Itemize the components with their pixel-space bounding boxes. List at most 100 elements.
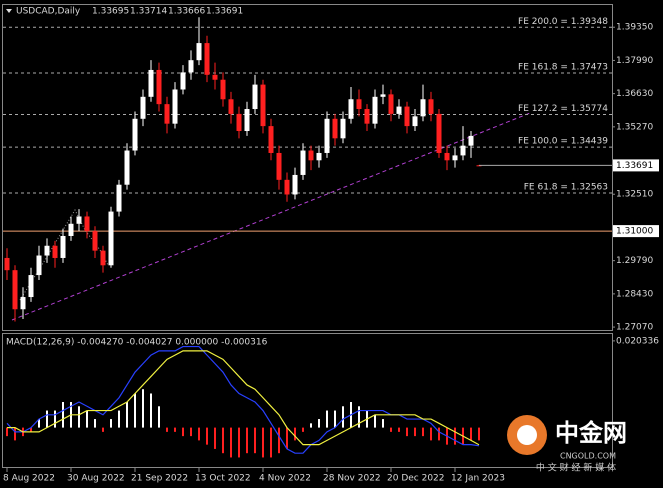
candle-body [156,69,162,105]
candle-body [164,104,170,124]
candle-body [252,84,258,110]
candle-body [244,109,250,131]
x-tick-label: 30 Aug 2022 [67,474,125,484]
ohlc-high: 1.33714 [130,7,167,17]
candle-body [36,255,42,276]
histogram-bar [262,427,264,458]
macd-panel-frame [2,333,613,468]
candle-body [308,150,314,161]
histogram-bar [470,427,472,441]
histogram-bar [326,410,328,428]
candle-body [60,235,66,258]
candle-body [28,275,34,298]
histogram-bar [118,410,120,428]
histogram-bar [406,427,408,437]
x-tick-label: 21 Sep 2022 [131,474,188,484]
histogram-bar [270,427,272,458]
x-tick-label: 8 Aug 2022 [3,474,55,484]
logo-inner [517,425,537,445]
histogram-bar [246,427,248,454]
fe-level-label: FE 200.0 = 1.39348 [518,17,608,27]
histogram-bar [134,393,136,428]
candle-body [276,152,282,180]
y-tick-label: 1.32510 [616,190,653,200]
histogram-bar [310,423,312,428]
histogram-bar [438,427,440,441]
x-tick-label: 20 Dec 2022 [387,474,445,484]
indicator-line [6,345,480,454]
histogram-bar [174,427,176,432]
main-panel-frame [2,4,613,331]
y-tick-label: 1.35270 [616,122,653,132]
histogram-bar [342,406,344,428]
candle-body [116,184,122,212]
candle-body [348,99,354,119]
histogram-bar [14,427,16,441]
current-price-badge [613,159,659,172]
candle-body [52,245,58,258]
histogram-bar [166,427,168,432]
histogram-bar [398,427,400,432]
histogram-bar [182,427,184,437]
candle-body [444,152,450,161]
y-tick-label: 0.020336 [616,336,659,346]
candle-body [372,96,378,124]
histogram-bar [422,427,424,437]
candle-body [212,74,218,80]
candle-body [340,118,346,139]
histogram-bar [302,427,304,432]
candle-body [260,84,266,127]
candle-body [324,118,330,153]
candle-body [92,231,98,251]
histogram-bar [78,406,80,428]
candle-body [172,89,178,124]
candle-body [100,250,106,266]
histogram-bar [358,406,360,428]
candle-body [468,135,474,146]
chart-title: USDCAD,Daily [16,7,81,17]
candle-body [364,109,370,124]
x-tick-label: 13 Oct 2022 [195,474,251,484]
candle-body [140,96,146,119]
histogram-bar [46,410,48,428]
y-tick-label: 1.29790 [616,256,653,266]
candle-body [356,99,362,110]
candle-body [12,270,18,310]
candle-body [452,155,458,161]
histogram-bar [206,427,208,445]
candle-body [236,113,242,131]
menu-arrow [6,9,12,13]
candle-body [44,245,50,256]
y-tick-label: 1.28430 [616,289,653,299]
histogram-bar [278,427,280,454]
candle-body [108,211,114,266]
fe-level-label: FE 61.8 = 1.32563 [524,182,608,192]
candle-body [404,106,410,127]
histogram-bar [150,393,152,428]
y-tick-label: 1.27070 [616,323,653,333]
histogram-bar [430,427,432,441]
candle-body [460,145,466,156]
histogram-bar [38,419,40,428]
candle-body [412,116,418,127]
y-tick-label: 1.36630 [616,89,653,99]
candle-body [20,297,26,310]
price-level-badge [613,225,659,238]
x-tick-label: 12 Jan 2023 [451,474,505,484]
histogram-bar [390,427,392,432]
histogram-bar [230,427,232,458]
x-tick-label: 4 Nov 2022 [259,474,311,484]
histogram-bar [214,427,216,449]
current-price-label: 1.33691 [616,161,653,171]
candle-body [76,216,82,224]
y-tick-label: 1.37990 [616,56,653,66]
candle-body [380,94,386,97]
histogram-bar [102,427,104,432]
histogram-bar [294,427,296,441]
histogram-bar [54,410,56,428]
candle-body [316,152,322,161]
histogram-bar [238,427,240,458]
ohlc-low: 1.33666 [168,7,205,17]
histogram-bar [86,410,88,428]
candle-body [204,43,210,75]
